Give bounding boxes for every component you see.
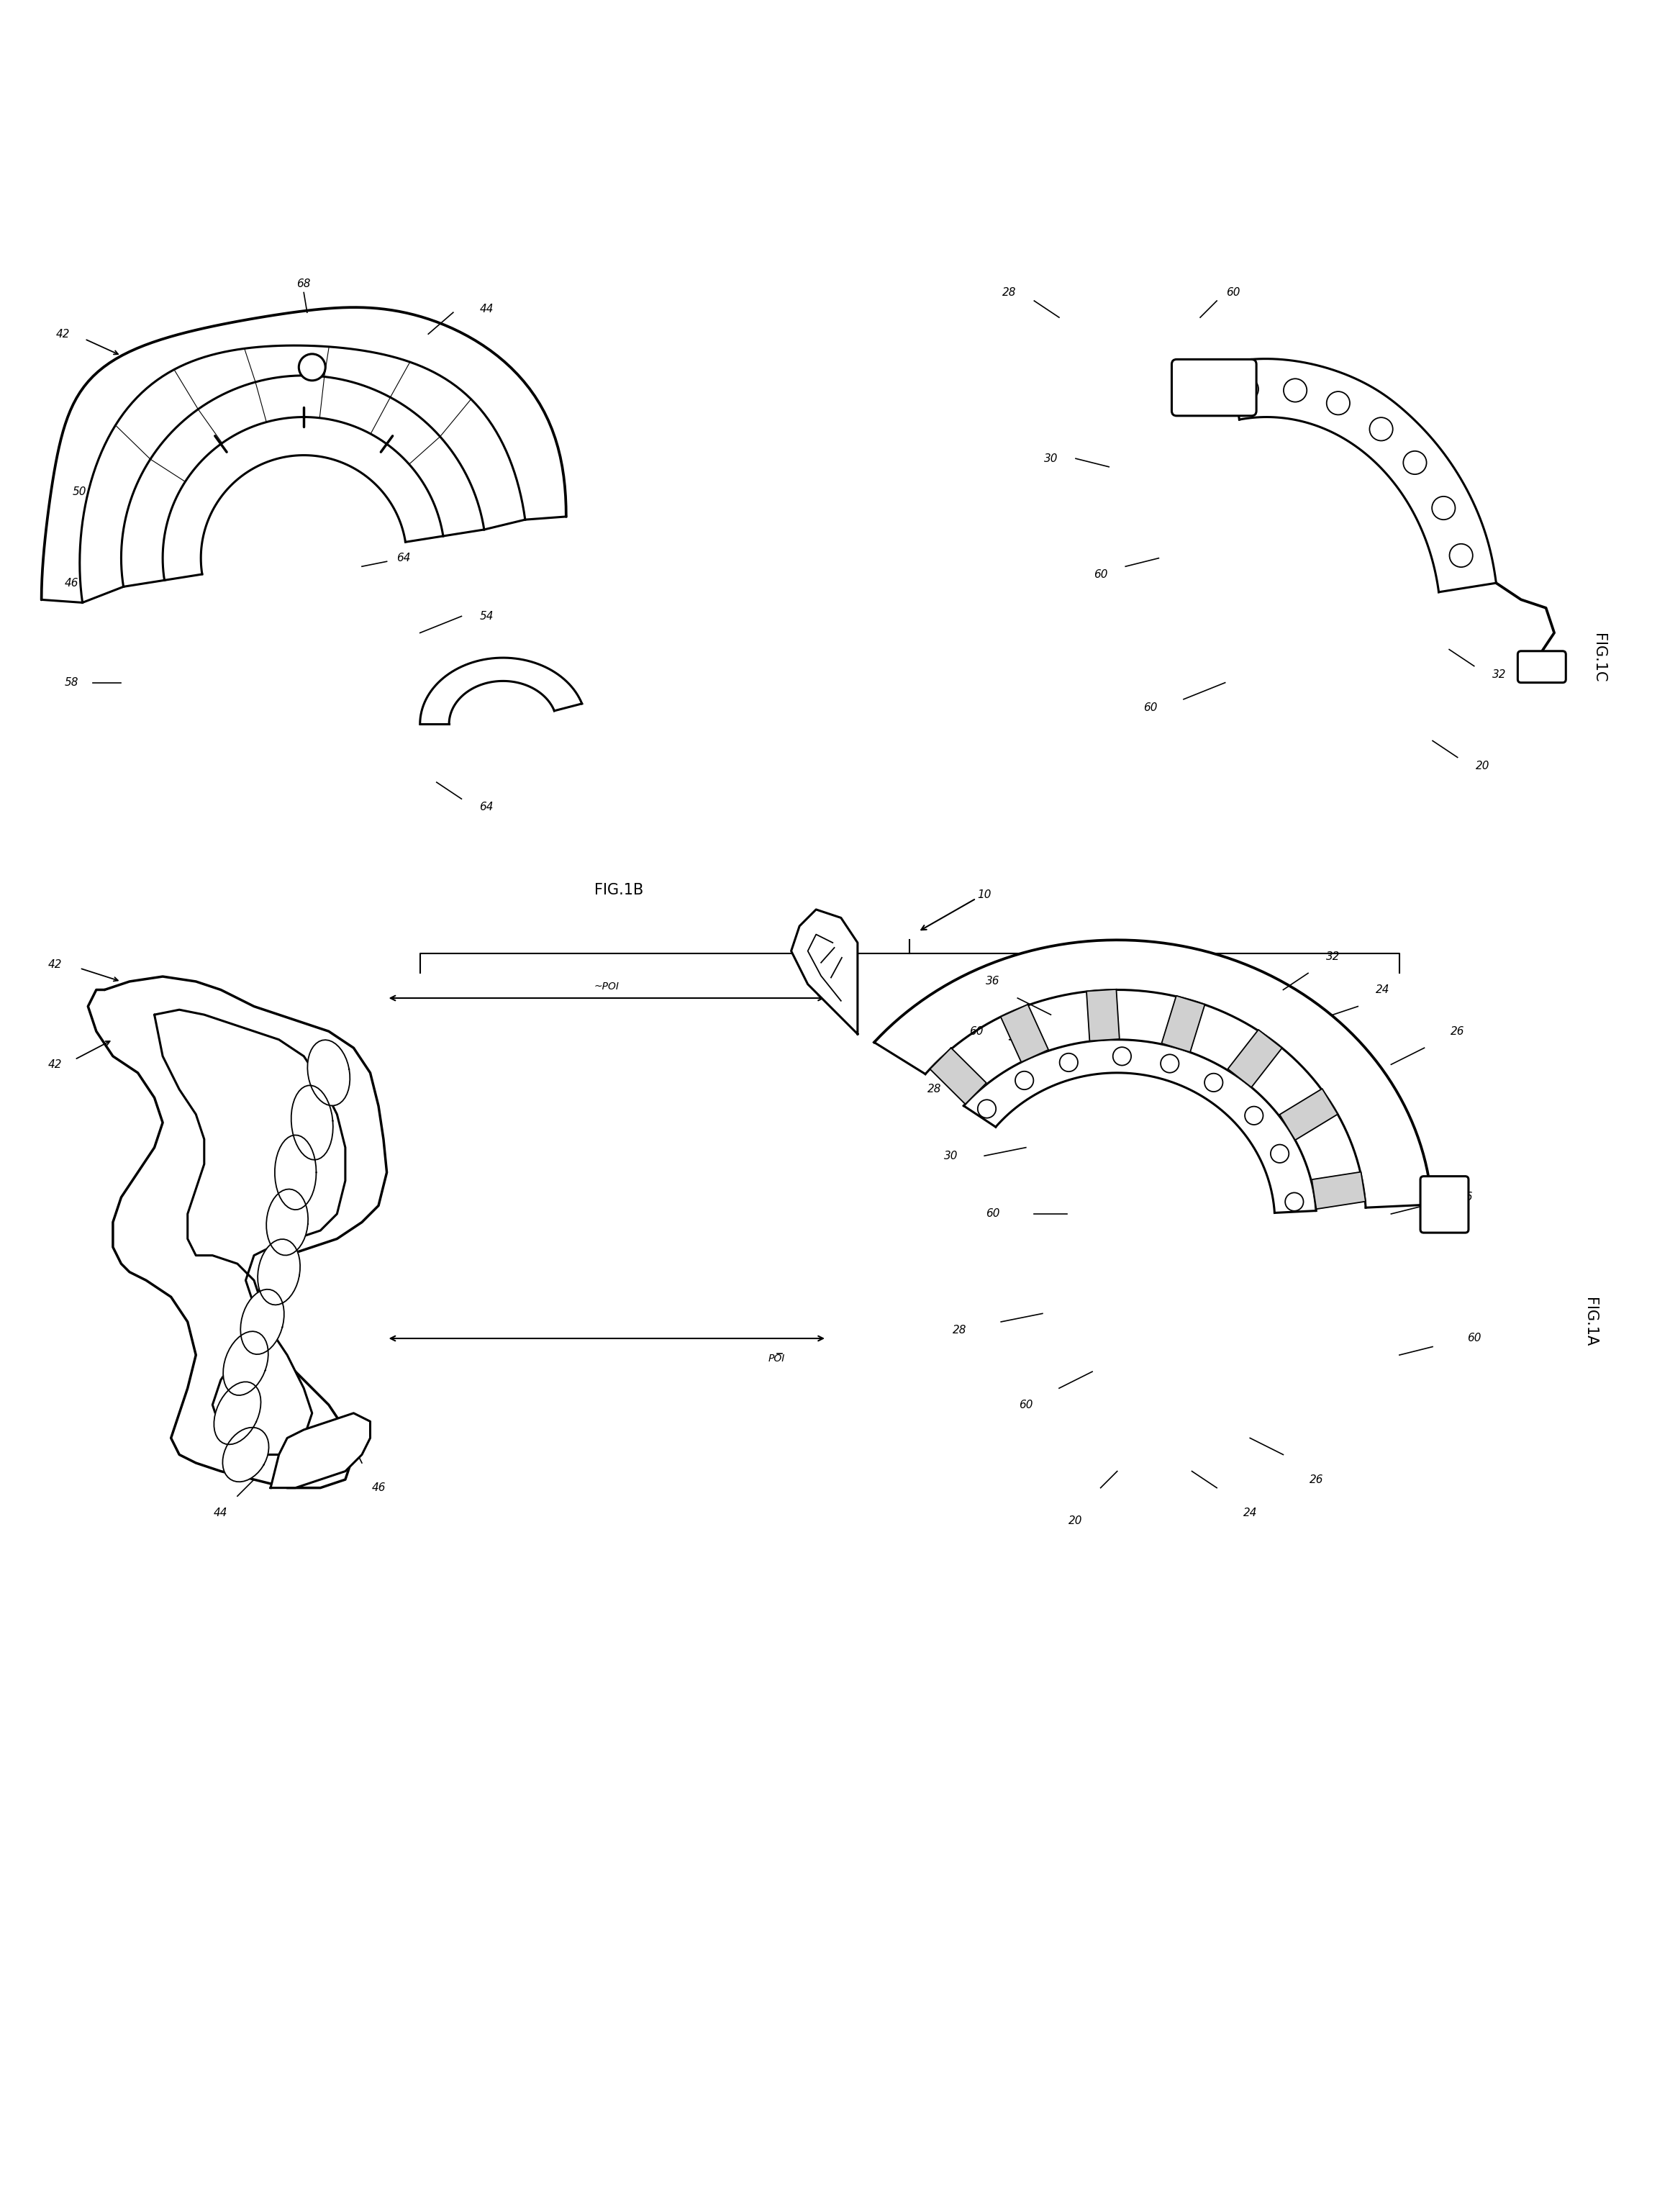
Polygon shape xyxy=(224,1332,269,1396)
FancyBboxPatch shape xyxy=(1421,1177,1468,1232)
Text: 64: 64 xyxy=(479,801,493,812)
Text: 26: 26 xyxy=(1309,1473,1323,1484)
Polygon shape xyxy=(1279,1088,1338,1139)
Text: ~POI: ~POI xyxy=(595,982,620,991)
Polygon shape xyxy=(42,307,566,599)
Text: 54: 54 xyxy=(479,611,493,622)
Text: 60: 60 xyxy=(969,1026,984,1037)
FancyBboxPatch shape xyxy=(1172,358,1256,416)
Text: 56: 56 xyxy=(513,695,526,706)
Circle shape xyxy=(1244,1106,1263,1124)
Text: FIG.1B: FIG.1B xyxy=(595,883,643,898)
Polygon shape xyxy=(1162,995,1204,1053)
Polygon shape xyxy=(271,1413,371,1489)
Circle shape xyxy=(1236,378,1259,400)
Polygon shape xyxy=(89,975,387,1489)
Polygon shape xyxy=(257,1239,301,1305)
Text: 30: 30 xyxy=(1044,453,1057,465)
Text: 26: 26 xyxy=(1460,1192,1473,1203)
Polygon shape xyxy=(449,681,554,723)
Polygon shape xyxy=(307,1040,351,1106)
Text: 64: 64 xyxy=(139,396,154,405)
Polygon shape xyxy=(419,657,581,723)
Polygon shape xyxy=(162,418,443,580)
Text: FIG.1A: FIG.1A xyxy=(1583,1296,1598,1347)
Text: 28: 28 xyxy=(927,1084,942,1095)
Text: 44: 44 xyxy=(214,1506,227,1517)
Circle shape xyxy=(977,1099,995,1117)
Circle shape xyxy=(1271,1144,1289,1164)
Polygon shape xyxy=(291,1086,332,1159)
Text: 36: 36 xyxy=(985,975,1000,987)
Polygon shape xyxy=(214,1382,261,1444)
Text: 60: 60 xyxy=(1144,701,1157,712)
Polygon shape xyxy=(964,1040,1316,1212)
Polygon shape xyxy=(1000,1004,1049,1062)
Polygon shape xyxy=(122,376,484,586)
Text: 42: 42 xyxy=(57,330,70,338)
Text: 60: 60 xyxy=(1094,568,1107,580)
Text: 20: 20 xyxy=(1069,1515,1082,1526)
Text: 28: 28 xyxy=(1002,288,1017,299)
Text: 10: 10 xyxy=(977,889,992,900)
Text: 68: 68 xyxy=(297,279,311,290)
Circle shape xyxy=(1204,1073,1222,1093)
Polygon shape xyxy=(154,1009,346,1455)
Circle shape xyxy=(1369,418,1393,440)
Text: 60: 60 xyxy=(1226,288,1241,299)
Text: 42: 42 xyxy=(48,960,62,971)
Text: FIG.1C: FIG.1C xyxy=(1592,633,1607,684)
FancyBboxPatch shape xyxy=(1518,650,1566,684)
Text: 50: 50 xyxy=(73,487,87,498)
Circle shape xyxy=(299,354,326,380)
Text: 60: 60 xyxy=(1466,1334,1481,1345)
Polygon shape xyxy=(792,909,858,1033)
Circle shape xyxy=(1284,378,1308,403)
Text: 24: 24 xyxy=(1376,984,1389,995)
Text: 44: 44 xyxy=(479,303,493,314)
Text: 46: 46 xyxy=(65,577,78,588)
Polygon shape xyxy=(200,456,406,575)
Text: 32: 32 xyxy=(1326,951,1339,962)
Circle shape xyxy=(1431,495,1455,520)
Text: 26: 26 xyxy=(1451,1026,1465,1037)
Text: 28: 28 xyxy=(952,1325,967,1336)
Text: 42: 42 xyxy=(48,1060,62,1071)
Circle shape xyxy=(1286,1192,1303,1210)
Circle shape xyxy=(1161,1055,1179,1073)
Circle shape xyxy=(1112,1046,1131,1066)
Polygon shape xyxy=(1087,989,1119,1042)
Text: 32: 32 xyxy=(1491,668,1506,679)
Circle shape xyxy=(1326,392,1349,416)
Polygon shape xyxy=(80,345,524,602)
Text: POI: POI xyxy=(768,1354,785,1363)
Text: 64: 64 xyxy=(362,403,377,414)
Text: 30: 30 xyxy=(944,1150,959,1161)
Polygon shape xyxy=(930,1048,987,1104)
Circle shape xyxy=(1450,544,1473,566)
Text: 46: 46 xyxy=(371,1482,386,1493)
Polygon shape xyxy=(266,1190,307,1254)
Polygon shape xyxy=(276,1135,316,1210)
Text: 60: 60 xyxy=(985,1208,1000,1219)
Text: 60: 60 xyxy=(1019,1400,1034,1411)
Text: 24: 24 xyxy=(1242,1506,1258,1517)
Polygon shape xyxy=(1311,1172,1366,1210)
Polygon shape xyxy=(1231,358,1496,593)
Circle shape xyxy=(1403,451,1426,473)
Text: 58: 58 xyxy=(65,677,78,688)
Circle shape xyxy=(1015,1071,1034,1091)
Polygon shape xyxy=(873,940,1431,1208)
Text: 64: 64 xyxy=(396,553,411,564)
Polygon shape xyxy=(240,1290,284,1354)
Polygon shape xyxy=(222,1427,269,1482)
Polygon shape xyxy=(1227,1029,1283,1088)
Circle shape xyxy=(1059,1053,1077,1071)
Text: 20: 20 xyxy=(1475,761,1490,772)
